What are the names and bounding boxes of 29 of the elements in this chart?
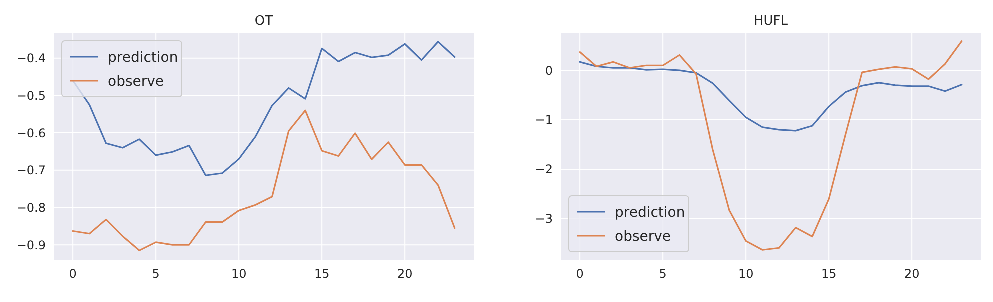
y-tick-label: −2 [535, 162, 553, 177]
y-tick-label: 0 [545, 64, 553, 78]
chart-title: OT [254, 14, 274, 29]
line-series [579, 40, 963, 251]
x-tick-label: 0 [576, 267, 584, 281]
x-tick-label: 10 [738, 267, 754, 281]
y-tick-label: −0.7 [16, 164, 46, 178]
x-tick-label: 20 [397, 267, 413, 281]
x-tick-label: 5 [659, 267, 667, 281]
legend-label: observe [108, 74, 164, 90]
x-tick-label: 10 [231, 267, 247, 281]
y-tick-label: −0.5 [16, 88, 46, 103]
y-tick-label: −0.6 [16, 126, 46, 140]
y-tick-label: −3 [535, 212, 553, 226]
x-tick-label: 15 [314, 267, 330, 281]
x-tick-label: 5 [152, 267, 160, 281]
line-series [72, 110, 456, 252]
legend-label: prediction [615, 204, 686, 221]
legend-label: prediction [108, 50, 178, 66]
x-tick-label: 15 [821, 267, 837, 281]
y-tick-label: −0.4 [16, 52, 46, 66]
y-tick-label: −0.8 [16, 200, 46, 215]
y-tick-label: −1 [535, 113, 553, 128]
legend-label: observe [615, 228, 672, 245]
x-tick-label: 20 [904, 267, 920, 281]
x-tick-label: 0 [69, 267, 77, 281]
chart-title: HUFL [754, 14, 789, 29]
y-tick-label: −0.9 [16, 238, 46, 252]
line-series [579, 61, 963, 132]
